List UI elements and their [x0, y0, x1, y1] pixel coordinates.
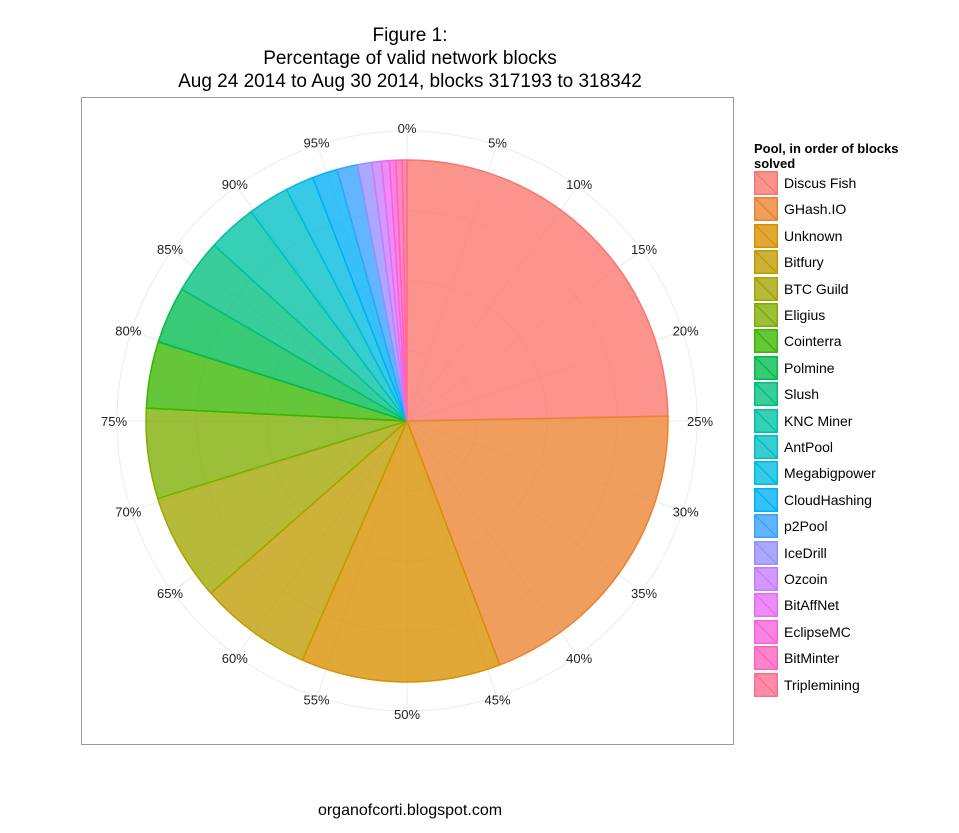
legend-item: CloudHashing [754, 487, 954, 514]
legend: Pool, in order of blocks solved Discus F… [754, 141, 934, 697]
angle-tick-label: 45% [484, 693, 510, 708]
legend-key-swatch [754, 672, 778, 697]
legend-key-swatch [754, 197, 778, 222]
legend-item: Megabigpower [754, 461, 954, 487]
legend-item: EclipseMC [754, 619, 954, 646]
legend-label: Triplemining [784, 676, 860, 693]
angle-tick-label: 20% [673, 324, 699, 339]
legend-label: Slush [784, 386, 820, 403]
legend-label: KNC Miner [784, 412, 853, 429]
chart-title-line-1: Figure 1: [372, 25, 448, 46]
footer-credit: organofcorti.blogspot.com [317, 802, 503, 819]
legend-label: EclipseMC [784, 623, 851, 640]
legend-item: Slush [754, 382, 954, 408]
legend-label: p2Pool [784, 518, 828, 535]
legend-label: Megabigpower [784, 465, 876, 482]
legend-item: Bitfury [754, 250, 954, 276]
legend-label: Bitfury [784, 254, 824, 271]
angle-tick-label: 5% [488, 135, 507, 150]
angle-tick-label: 55% [303, 693, 329, 708]
pie-slice-unknown [301, 420, 501, 683]
legend-item: Cointerra [754, 329, 954, 355]
pie-slice-ghash-io [406, 415, 669, 666]
legend-label: Unknown [784, 227, 843, 244]
legend-key-swatch [754, 514, 778, 539]
legend-key-swatch [754, 355, 778, 380]
legend-item: Ozcoin [754, 567, 954, 593]
legend-item: Eligius [754, 303, 954, 329]
legend-label: Eligius [784, 307, 826, 323]
legend-key-swatch [754, 619, 778, 644]
legend-label: BitMinter [784, 650, 840, 667]
pie-slice-bitfury [210, 420, 408, 661]
angle-tick-label: 90% [222, 177, 248, 192]
legend-item: BitMinter [754, 646, 954, 672]
angle-tick-label: 10% [566, 177, 592, 192]
angle-tick-label: 50% [394, 707, 420, 722]
legend-label: Discus Fish [784, 175, 857, 191]
chart-title-line-2: Percentage of valid network blocks [263, 48, 557, 69]
angle-tick-label: 75% [101, 414, 127, 429]
legend-item: Polmine [754, 355, 954, 382]
legend-label: Ozcoin [784, 571, 828, 587]
legend-label: AntPool [784, 439, 834, 455]
legend-label: IceDrill [784, 544, 827, 561]
legend-key-swatch [754, 487, 778, 512]
legend-key-swatch [754, 593, 778, 618]
legend-key-swatch [754, 461, 778, 486]
chart-title-line-3: Aug 24 2014 to Aug 30 2014, blocks 31719… [178, 71, 642, 92]
angle-tick-label: 80% [115, 324, 141, 339]
angle-tick-label: 85% [157, 242, 183, 257]
legend-key-swatch [754, 540, 778, 565]
legend-item: Triplemining [754, 672, 954, 699]
legend-label: Polmine [784, 359, 835, 376]
angle-tick-label: 30% [673, 505, 699, 520]
legend-item: KNC Miner [754, 408, 954, 435]
pie-slice-btc-guild [157, 420, 408, 594]
legend-item: AntPool [754, 435, 954, 461]
legend-item: Unknown [754, 223, 954, 250]
legend-key-swatch [754, 567, 778, 591]
angle-tick-label: 95% [303, 135, 329, 150]
plot-panel [81, 97, 734, 745]
legend-item: GHash.IO [754, 197, 954, 223]
legend-label: GHash.IO [784, 201, 847, 218]
legend-item: BitAffNet [754, 593, 954, 619]
legend-key-swatch [754, 329, 778, 354]
legend-key-swatch [754, 382, 778, 407]
legend-key-swatch [754, 250, 778, 275]
angle-tick-label: 15% [631, 242, 657, 257]
legend-key-swatch [754, 408, 778, 433]
legend-item: IceDrill [754, 540, 954, 567]
angle-tick-label: 25% [687, 414, 713, 429]
angle-tick-label: 60% [222, 651, 248, 666]
legend-label: BTC Guild [784, 280, 849, 297]
legend-key-swatch [754, 303, 778, 327]
pie-slice-discus-fish [406, 159, 669, 422]
angle-tick-label: 40% [566, 651, 592, 666]
pie-slice-triplemining [401, 159, 408, 422]
legend-item: BTC Guild [754, 276, 954, 303]
angle-tick-label: 0% [398, 121, 417, 136]
legend-item: p2Pool [754, 514, 954, 540]
legend-label: Cointerra [784, 333, 842, 350]
angle-tick-label: 65% [157, 586, 183, 601]
angle-tick-label: 35% [631, 586, 657, 601]
legend-key-swatch [754, 223, 778, 248]
legend-key-swatch [754, 435, 778, 459]
legend-key-swatch [754, 646, 778, 671]
legend-key-swatch [754, 276, 778, 301]
angle-tick-label: 70% [115, 505, 141, 520]
legend-item: Discus Fish [754, 171, 954, 197]
legend-title: Pool, in order of blocks solved [754, 141, 899, 171]
legend-label: BitAffNet [784, 597, 839, 614]
legend-key-swatch [754, 171, 778, 195]
legend-label: CloudHashing [784, 491, 872, 508]
